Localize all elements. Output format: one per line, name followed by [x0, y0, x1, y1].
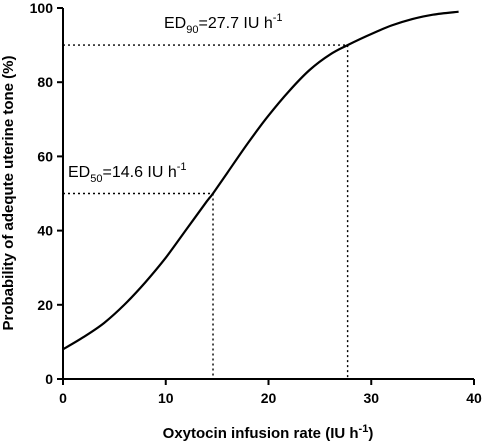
ed90-label-main: ED: [164, 15, 186, 32]
y-tick-label: 20: [37, 297, 53, 313]
ed90-label-sup: -1: [273, 12, 283, 24]
ed50-label-rest: =14.6 IU h: [102, 164, 176, 181]
x-tick-label: 0: [59, 390, 67, 406]
y-tick-label: 80: [37, 74, 53, 90]
x-tick-label: 10: [158, 390, 174, 406]
ed90-annotation: ED90=27.7 IU h-1: [164, 12, 283, 36]
ed50-label-sup: -1: [177, 161, 187, 173]
y-tick-label: 100: [30, 0, 54, 16]
x-tick-label: 20: [261, 390, 277, 406]
x-axis-title-sup: -1: [359, 423, 369, 435]
ed50-label-main: ED: [68, 164, 90, 181]
y-axis-ticks: 0 20 40 60 80 100: [30, 0, 63, 387]
y-axis-title: Probability of adequte uterine tone (%): [0, 55, 17, 330]
x-axis-ticks: 0 10 20 30 40: [59, 379, 482, 406]
ed90-label-rest: =27.7 IU h: [198, 15, 272, 32]
ed90-label-sub: 90: [186, 24, 198, 36]
guide-lines: [63, 44, 349, 379]
y-tick-label: 40: [37, 223, 53, 239]
x-axis-title-tail: ): [368, 425, 373, 442]
x-tick-label: 30: [363, 390, 379, 406]
x-axis-title-main: Oxytocin infusion rate (IU h: [163, 425, 359, 442]
x-tick-label: 40: [466, 390, 482, 406]
ed50-annotation: ED50=14.6 IU h-1: [68, 161, 187, 185]
y-tick-label: 0: [45, 371, 53, 387]
response-curve: [62, 10, 459, 351]
x-axis-title: Oxytocin infusion rate (IU h-1): [163, 423, 374, 442]
y-tick-label: 60: [37, 148, 53, 164]
ed50-label-sub: 50: [90, 173, 102, 185]
